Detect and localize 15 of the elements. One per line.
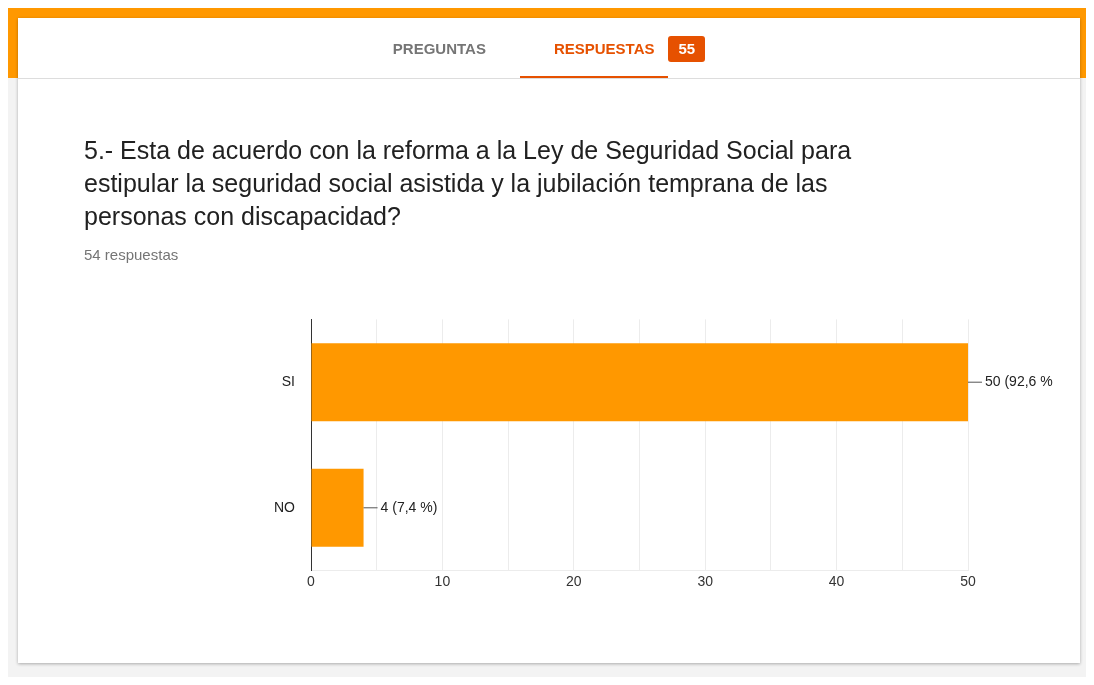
text: 55: [668, 36, 706, 62]
x-tick-label: 10: [434, 572, 451, 589]
x-tick-label: 40: [828, 572, 845, 589]
y-tick-label: NO: [274, 498, 296, 515]
x-tick-label: 0: [307, 572, 316, 589]
chart-title: 5.- Esta de acuerdo con la reforma a la Ley de Seguridad Social para estipular la seguridad social asistida y la jubilación temprana de las personas con discapacidad?: [84, 135, 853, 232]
text: RESPUESTAS: [519, 18, 669, 78]
data-label: 4 (7,4 %): [380, 498, 438, 515]
data-label: 50 (92,6 %: [985, 373, 1053, 390]
text: PREGUNTAS: [391, 39, 487, 59]
y-tick-label: SI: [281, 373, 295, 390]
x-tick-label: 50: [960, 572, 976, 589]
x-tick-label: 30: [697, 572, 714, 589]
x-tick-label: 20: [566, 572, 582, 589]
text: 54 respuestas: [84, 246, 179, 263]
